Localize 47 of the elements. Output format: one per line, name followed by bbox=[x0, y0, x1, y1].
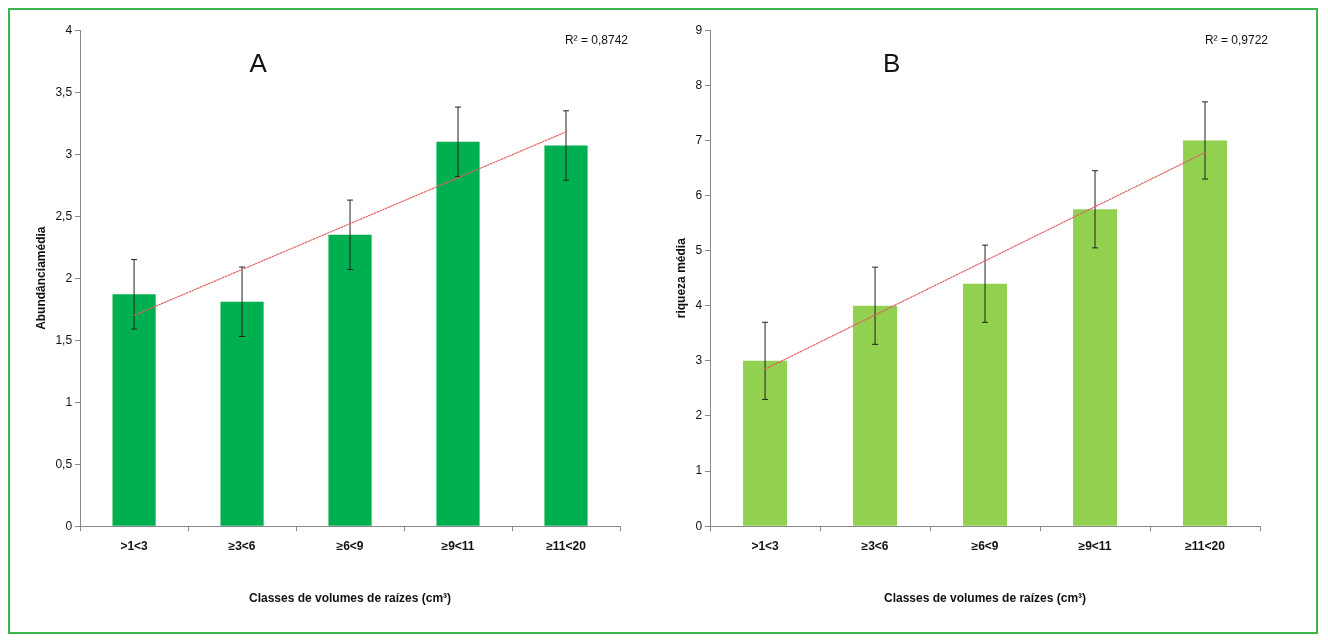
y-tick-label: 2 bbox=[65, 270, 73, 285]
x-tick-label: ≥11<20 bbox=[1185, 538, 1226, 553]
y-tick-label: 3,5 bbox=[55, 84, 73, 99]
y-tick-label: 1,5 bbox=[55, 332, 73, 347]
bar bbox=[963, 283, 1008, 526]
annotation: R² = 0,9722 bbox=[1204, 32, 1269, 47]
y-tick-label: 2,5 bbox=[55, 208, 73, 223]
y-tick-label: 1 bbox=[695, 463, 703, 478]
x-tick-label: >1<3 bbox=[120, 538, 149, 553]
y-tick-label: 4 bbox=[695, 298, 703, 313]
y-tick-label: 0 bbox=[695, 518, 703, 533]
y-tick-label: 3 bbox=[695, 353, 703, 368]
bar bbox=[220, 301, 264, 526]
y-tick-label: 4 bbox=[65, 22, 73, 37]
y-axis-title: riqueza média bbox=[673, 237, 688, 319]
x-tick-label: >1<3 bbox=[751, 538, 780, 553]
x-axis-title: Classes de volumes de raízes (cm³) bbox=[248, 591, 452, 606]
x-tick-label: ≥9<11 bbox=[1078, 538, 1112, 553]
annotation: R² = 0,8742 bbox=[564, 32, 629, 47]
y-tick-label: 5 bbox=[695, 242, 703, 257]
y-axis-title: Abundânciamédia bbox=[33, 226, 48, 330]
x-tick-label: ≥6<9 bbox=[971, 538, 999, 553]
x-tick-label: ≥6<9 bbox=[336, 538, 364, 553]
bar bbox=[112, 294, 156, 526]
x-axis-title: Classes de volumes de raízes (cm³) bbox=[883, 591, 1087, 606]
y-tick-label: 0,5 bbox=[55, 456, 73, 471]
y-tick-label: 7 bbox=[695, 132, 703, 147]
y-tick-label: 9 bbox=[695, 22, 703, 37]
y-tick-label: 2 bbox=[695, 408, 703, 423]
text: B bbox=[882, 48, 901, 79]
bar bbox=[1073, 209, 1118, 526]
x-tick-label: ≥3<6 bbox=[861, 538, 889, 553]
y-tick-label: 1 bbox=[65, 394, 73, 409]
text: A bbox=[249, 48, 268, 79]
y-tick-label: 3 bbox=[65, 146, 73, 161]
bar bbox=[743, 360, 788, 526]
x-tick-label: ≥3<6 bbox=[228, 538, 256, 553]
bar bbox=[436, 141, 480, 526]
x-tick-label: ≥11<20 bbox=[546, 538, 587, 553]
bar bbox=[1183, 140, 1227, 526]
bar bbox=[853, 305, 898, 526]
bar bbox=[544, 145, 588, 526]
y-tick-label: 8 bbox=[695, 77, 703, 92]
bar bbox=[328, 234, 372, 526]
y-tick-label: 0 bbox=[65, 518, 73, 533]
y-tick-label: 6 bbox=[695, 187, 703, 202]
x-tick-label: ≥9<11 bbox=[441, 538, 475, 553]
